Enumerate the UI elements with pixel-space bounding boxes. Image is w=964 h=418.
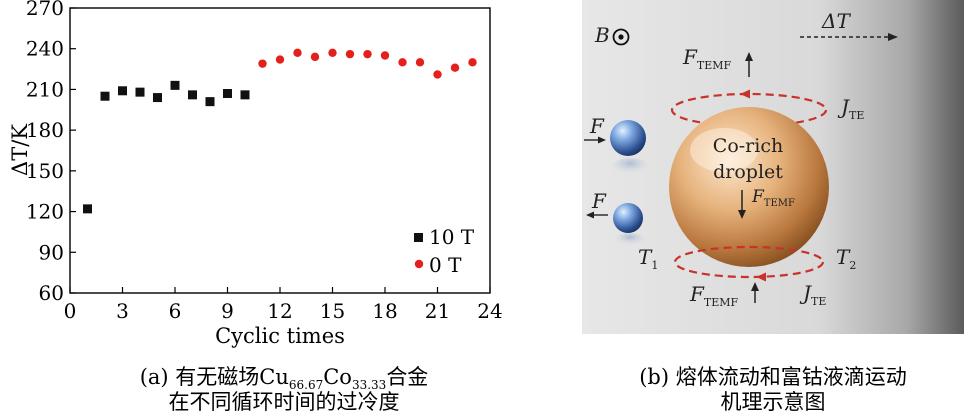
force-ball1-label: F — [589, 114, 605, 138]
data-point-0t — [363, 49, 372, 59]
caption-b-line1: (b) 熔体流动和富钴液滴运动 — [639, 365, 907, 389]
y-tick-label: 270 — [26, 0, 64, 20]
droplet-highlight — [690, 128, 758, 172]
legend: 10 T 0 T — [414, 225, 475, 277]
force-temf-top-label: FTEMF — [682, 45, 732, 72]
data-point-0t — [310, 52, 320, 62]
data-point-0t — [468, 58, 477, 67]
x-tick-label: 18 — [372, 299, 397, 323]
x-tick-label: 15 — [320, 299, 345, 323]
x-tick-label: 9 — [221, 299, 234, 323]
legend-label-10t: 10 T — [429, 225, 475, 249]
y-tick-label: 240 — [26, 37, 64, 61]
x-tick-label: 0 — [64, 299, 77, 323]
x-tick-label: 6 — [169, 299, 182, 323]
x-tick-label: 21 — [425, 299, 450, 323]
current-jte-top-label: JTE — [837, 95, 864, 122]
data-point-10t — [153, 93, 162, 103]
x-axis-ticks: 0 3 6 9 12 15 18 21 24 — [64, 287, 503, 323]
data-point-10t — [223, 89, 232, 98]
co-rich-droplet — [669, 107, 829, 267]
delta-t-arrowhead — [888, 33, 898, 41]
loop-top-arrow-icon — [740, 89, 750, 99]
force-ball2-label: F — [591, 189, 607, 213]
panel-a-chart: 60 90 120 150 180 210 240 270 0 3 6 9 12 15 18 21 24 Cy… — [8, 0, 503, 414]
force-temf-bottom-arrowhead — [751, 282, 759, 291]
force-temf-top-arrowhead — [745, 52, 753, 61]
ball-large-reflection — [611, 158, 649, 176]
caption-b-line2: 机理示意图 — [721, 390, 826, 414]
magnetic-field-label: B — [594, 23, 610, 47]
data-point-0t — [275, 55, 285, 64]
field-out-of-page-icon — [612, 28, 630, 46]
field-out-of-page-dot — [618, 34, 624, 40]
droplet-label-line1: Co-rich — [713, 135, 783, 157]
plot-frame — [69, 7, 491, 294]
current-jte-bottom-label: JTE — [799, 281, 826, 308]
force-ball1-arrowhead — [598, 136, 606, 144]
x-tick-label: 3 — [116, 299, 129, 323]
x-tick-label: 24 — [477, 299, 502, 323]
ball-small-reflection — [615, 233, 645, 247]
droplet-label-line2: droplet — [713, 161, 783, 183]
data-point-10t — [205, 97, 215, 107]
temperature-t2-label: T2 — [836, 245, 856, 272]
thermoelectric-current-loop-bottom — [673, 245, 825, 279]
data-point-0t — [450, 63, 460, 72]
data-point-0t — [398, 58, 407, 67]
x-axis-label: Cyclic times — [215, 324, 345, 348]
data-point-10t — [118, 86, 127, 96]
x-tick-label: 12 — [267, 299, 292, 323]
y-tick-label: 210 — [26, 77, 64, 101]
y-axis-label: ΔT/K — [8, 124, 32, 176]
data-points — [83, 48, 477, 214]
data-point-0t — [380, 51, 390, 60]
legend-label-0t: 0 T — [429, 253, 462, 277]
data-point-0t — [415, 58, 425, 67]
data-point-10t — [170, 80, 180, 90]
data-point-10t — [240, 90, 250, 100]
y-tick-label: 180 — [26, 118, 64, 142]
y-tick-label: 120 — [26, 200, 64, 224]
legend-marker-0t — [414, 259, 424, 269]
caption-a-line2: 在不同循环时间的过冷度 — [169, 390, 400, 414]
force-temf-bottom-label: FTEMF — [689, 282, 739, 309]
y-tick-label: 150 — [26, 159, 64, 183]
force-temf-inner-label: FTEMF — [751, 187, 795, 209]
data-point-0t — [433, 70, 442, 79]
temperature-t1-label: T1 — [638, 245, 658, 272]
legend-marker-10t — [414, 233, 423, 242]
force-ball2-arrowhead — [586, 211, 594, 219]
small-droplet-large — [610, 120, 646, 156]
data-point-10t — [188, 90, 197, 100]
panel-b-diagram: B ΔT FTEMF Co-rich droplet FTEMF JTE JTE… — [582, 0, 964, 414]
force-temf-inner-arrowhead — [738, 210, 746, 219]
small-droplet-small — [613, 203, 643, 233]
data-point-10t — [83, 204, 92, 214]
caption-a-line1: (a) 有无磁场Cu66.67Co33.33合金 — [140, 365, 429, 392]
y-tick-label: 60 — [39, 281, 64, 305]
data-point-0t — [345, 49, 355, 59]
data-point-0t — [328, 48, 337, 57]
loop-bottom-arrow-icon — [756, 272, 766, 282]
data-point-10t — [100, 91, 110, 101]
y-tick-label: 90 — [39, 240, 64, 264]
data-point-0t — [258, 59, 267, 68]
delta-t-label: ΔT — [821, 9, 851, 33]
data-point-10t — [135, 87, 145, 97]
y-axis-ticks: 60 90 120 150 180 210 240 270 — [26, 0, 76, 305]
data-point-0t — [293, 48, 302, 57]
